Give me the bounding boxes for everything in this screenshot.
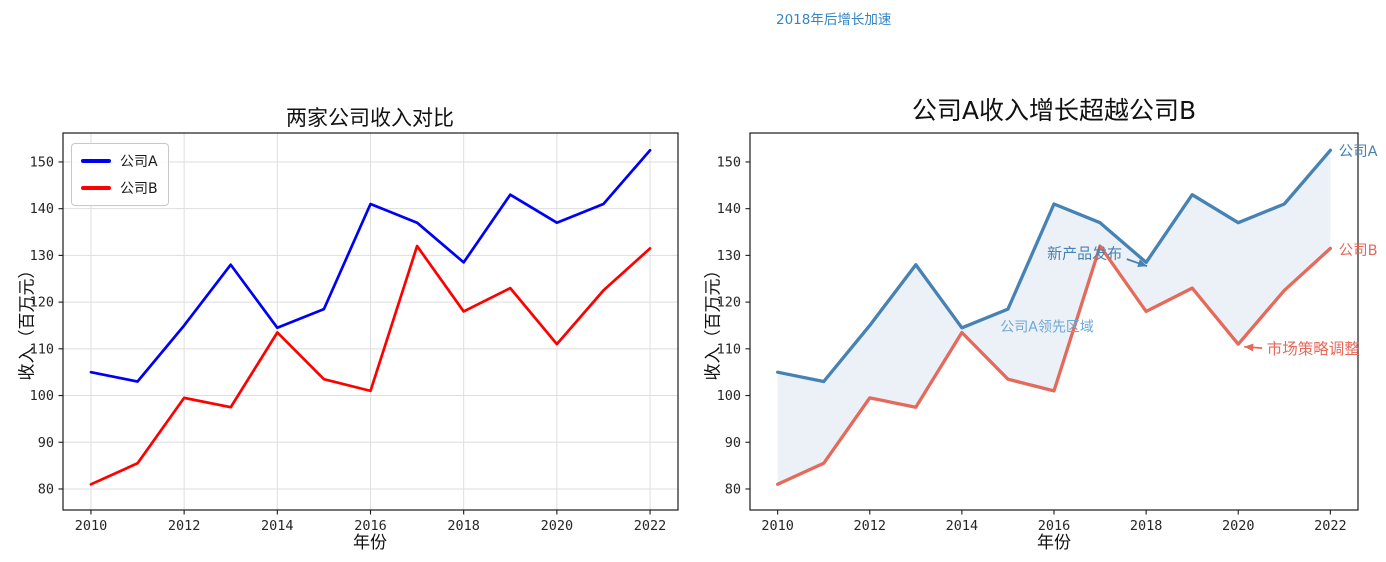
y-tick-label: 100 xyxy=(30,388,54,404)
legend-item-company-a: 公司A xyxy=(81,151,158,171)
y-tick-label: 90 xyxy=(38,435,54,451)
right-y-axis-label: 收入（百万元） xyxy=(703,261,724,381)
y-tick-label: 110 xyxy=(30,341,54,357)
y-tick-label: 130 xyxy=(30,248,54,264)
x-tick-label: 2016 xyxy=(1038,518,1071,534)
y-tick-label: 150 xyxy=(30,154,54,170)
annotation-arrowhead-new-product-launch xyxy=(1137,259,1148,267)
annotation-growth-accelerates-after-2018: 2018年后增长加速 xyxy=(776,12,892,28)
fill-between-area xyxy=(777,150,1331,485)
y-tick-label: 110 xyxy=(717,341,741,357)
legend-swatch-company-a xyxy=(81,159,111,163)
left-y-axis-label: 收入（百万元） xyxy=(17,261,38,381)
x-tick-label: 2014 xyxy=(261,518,294,534)
y-tick-label: 80 xyxy=(38,481,54,497)
series-line-company-b xyxy=(775,244,1333,486)
x-tick-label: 2010 xyxy=(75,518,108,534)
y-tick-label: 140 xyxy=(30,201,54,217)
x-tick-label: 2016 xyxy=(354,518,387,534)
legend-label-company-a: 公司A xyxy=(120,154,158,170)
right-chart-title: 公司A收入增长超越公司B xyxy=(911,96,1197,125)
annotation-company-a-lead-area: 公司A领先区域 xyxy=(1000,319,1094,335)
series-line-company-a xyxy=(775,148,1333,384)
x-tick-label: 2014 xyxy=(946,518,979,534)
series-line-company-a xyxy=(89,148,652,383)
x-tick-label: 2020 xyxy=(541,518,574,534)
legend-label-company-b: 公司B xyxy=(120,181,158,197)
annotation-market-strategy-adjust: 市场策略调整 xyxy=(1267,340,1360,358)
right-x-axis-label: 年份 xyxy=(1037,533,1071,553)
annotation-line-end-label-company-a: 公司A xyxy=(1339,144,1378,160)
x-tick-label: 2020 xyxy=(1222,518,1255,534)
x-tick-label: 2012 xyxy=(853,518,886,534)
left-chart-title: 两家公司收入对比 xyxy=(286,106,454,130)
y-tick-label: 120 xyxy=(30,295,54,311)
x-tick-label: 2012 xyxy=(168,518,201,534)
legend-swatch-company-b xyxy=(81,186,111,190)
x-tick-label: 2018 xyxy=(1130,518,1163,534)
y-tick-label: 120 xyxy=(717,295,741,311)
series-line-company-b xyxy=(89,244,652,486)
annotation-line-end-label-company-b: 公司B xyxy=(1339,243,1378,259)
annotation-new-product-launch: 新产品发布 xyxy=(1047,245,1122,263)
legend: 公司A 公司B xyxy=(71,143,169,206)
y-tick-label: 90 xyxy=(725,435,741,451)
x-tick-label: 2022 xyxy=(1314,518,1347,534)
chart-right: 2010 2012 2014 2016 2018 2020 2022 80 90 100 110 12… xyxy=(717,132,1378,534)
y-tick-label: 150 xyxy=(717,154,741,170)
x-tick-label: 2022 xyxy=(634,518,667,534)
left-x-axis-label: 年份 xyxy=(353,533,387,553)
y-tick-label: 80 xyxy=(725,481,741,497)
x-tick-label: 2018 xyxy=(447,518,480,534)
legend-item-company-b: 公司B xyxy=(81,178,158,198)
y-tick-label: 100 xyxy=(717,388,741,404)
y-tick-label: 140 xyxy=(717,201,741,217)
annotation-arrowhead-market-strategy-adjust xyxy=(1244,343,1254,352)
chart-left: 2010 2012 2014 2016 2018 2020 2022 80 90 100 110 12… xyxy=(30,132,679,534)
x-tick-label: 2010 xyxy=(761,518,794,534)
y-tick-label: 130 xyxy=(717,248,741,264)
